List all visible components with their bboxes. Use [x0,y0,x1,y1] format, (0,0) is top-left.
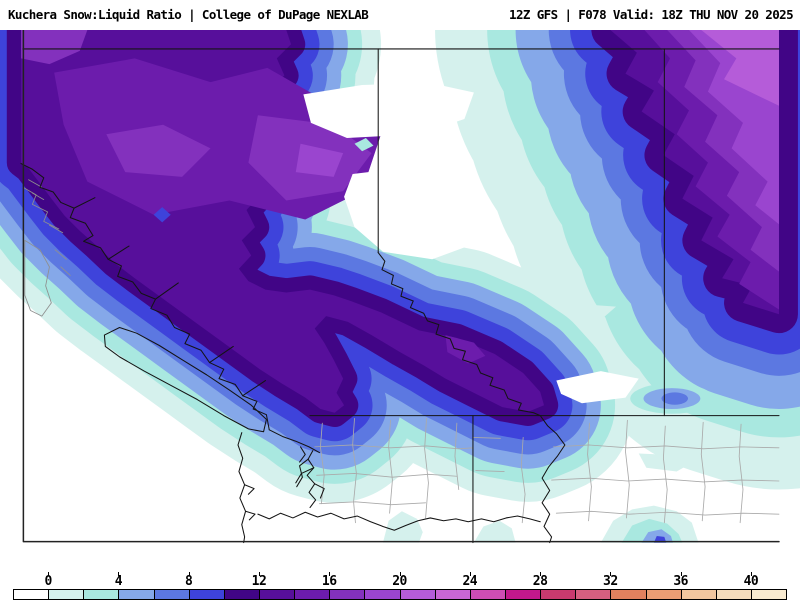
contour-region [295,143,344,177]
scale-tick-label: 32 [603,574,618,589]
coastline-bc [20,163,270,431]
border-continental-divide [377,252,541,417]
scale-tick-label: 16 [321,574,337,589]
colorbar-cell [294,589,331,600]
colorbar-cell [153,589,190,600]
scale-tickmark [118,572,120,576]
map-frame [22,30,780,543]
colorbar-cell [750,589,788,600]
map-canvas [0,30,800,571]
contour-region [638,453,690,472]
scale-tick-label: 28 [532,574,548,589]
county-borders [314,418,780,524]
contour-region [354,138,374,152]
colorbar-cell [258,589,296,600]
colorbar-cell [575,589,612,600]
colorbar-cell [364,589,401,600]
colorbar-cell [223,589,260,600]
colorbar-cell [680,589,717,600]
colorbar-cell [610,589,647,600]
scale-tickmark [188,572,190,576]
contour-region [21,30,88,65]
contour-region [473,520,516,543]
scale-tick-label: 4 [114,574,123,589]
product-title: Kuchera Snow:Liquid Ratio | College of D… [8,7,369,22]
colorbar-cell [540,589,577,600]
colorbar-cell [188,589,225,600]
scale-tick-label: 20 [392,574,407,589]
scale-tick-label: 40 [743,574,759,589]
snow-ratio-map [0,30,800,544]
contour-field [0,30,800,543]
scale-tick-label: 24 [462,574,478,589]
colorbar-cell [83,589,120,600]
title-bar: Kuchera Snow:Liquid Ratio | College of D… [0,0,800,30]
border-id-mt [539,415,566,544]
colorbar-cell [329,589,366,600]
scale-tickmark [680,572,682,576]
contour-region [589,304,617,320]
color-scale: 0 4 8 12 16 20 24 28 32 36 40 [0,571,800,600]
scale-tickmark [610,572,612,576]
colorbar-cell [399,589,436,600]
contour-region [445,335,486,364]
scale-tickmark [540,572,542,576]
scale-tick-label: 36 [673,574,688,589]
contour-region [303,83,474,139]
political-borders [22,48,780,544]
colorbar-cell [469,589,506,600]
scale-tickmark [469,572,471,576]
colorbar-cell [715,589,752,600]
scale-tick-label: 0 [44,574,52,589]
colorbar-cell [645,589,682,600]
colorbar-cell [434,589,471,600]
colorbar-cell [504,589,542,600]
contour-region [556,371,639,404]
scale-tickmark [750,572,752,576]
scale-tick-label: 8 [185,574,193,589]
scale-tickmark [329,572,331,576]
coastline-washington [237,429,541,544]
contour-region [344,166,488,260]
contour-region [661,392,689,405]
geography-lines [20,30,780,544]
contour-region [106,124,211,177]
scale-tickmark [399,572,401,576]
colorbar-cell [118,589,155,600]
scale-tickmark [48,572,50,576]
coastline-vancouver-island [103,326,267,433]
colorbar-cell [13,589,50,600]
scale-tickmark [258,572,260,576]
colorbar-cell [48,589,85,600]
scale-tick-label: 12 [251,574,267,589]
offshore-islands-gray [22,179,71,317]
model-valid-title: 12Z GFS | F078 Valid: 18Z THU NOV 20 202… [509,7,794,22]
